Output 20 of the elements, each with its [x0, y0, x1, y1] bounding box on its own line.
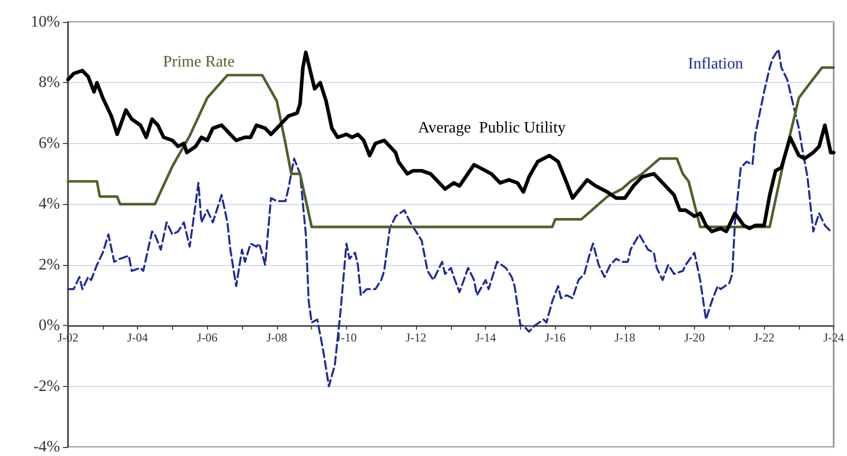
y-tick-label: 10%	[30, 14, 60, 30]
x-tick-label: J-14	[475, 330, 496, 345]
y-tick-label: 0%	[38, 317, 60, 334]
x-tick-label: J-04	[127, 330, 148, 345]
x-tick-label: J-18	[614, 330, 636, 345]
x-tick-label: J-08	[266, 330, 288, 345]
x-tick-label: J-20	[684, 330, 705, 345]
y-tick-label: 4%	[38, 196, 60, 213]
series-label: Prime Rate	[163, 54, 235, 70]
y-tick-label: -2%	[33, 378, 60, 395]
x-tick-label: J-12	[406, 330, 426, 345]
series-label: Average Public Utility	[418, 120, 566, 136]
y-tick-label: 2%	[38, 256, 60, 274]
x-tick-label: J-16	[544, 330, 566, 345]
x-tick-label: J-06	[196, 330, 218, 345]
y-tick-label: 6%	[38, 134, 60, 152]
x-tick-label: J-22	[754, 330, 774, 345]
y-tick-label: 8%	[38, 74, 60, 92]
series-label: Inflation	[688, 56, 744, 72]
y-tick-label: -4%	[33, 438, 60, 456]
